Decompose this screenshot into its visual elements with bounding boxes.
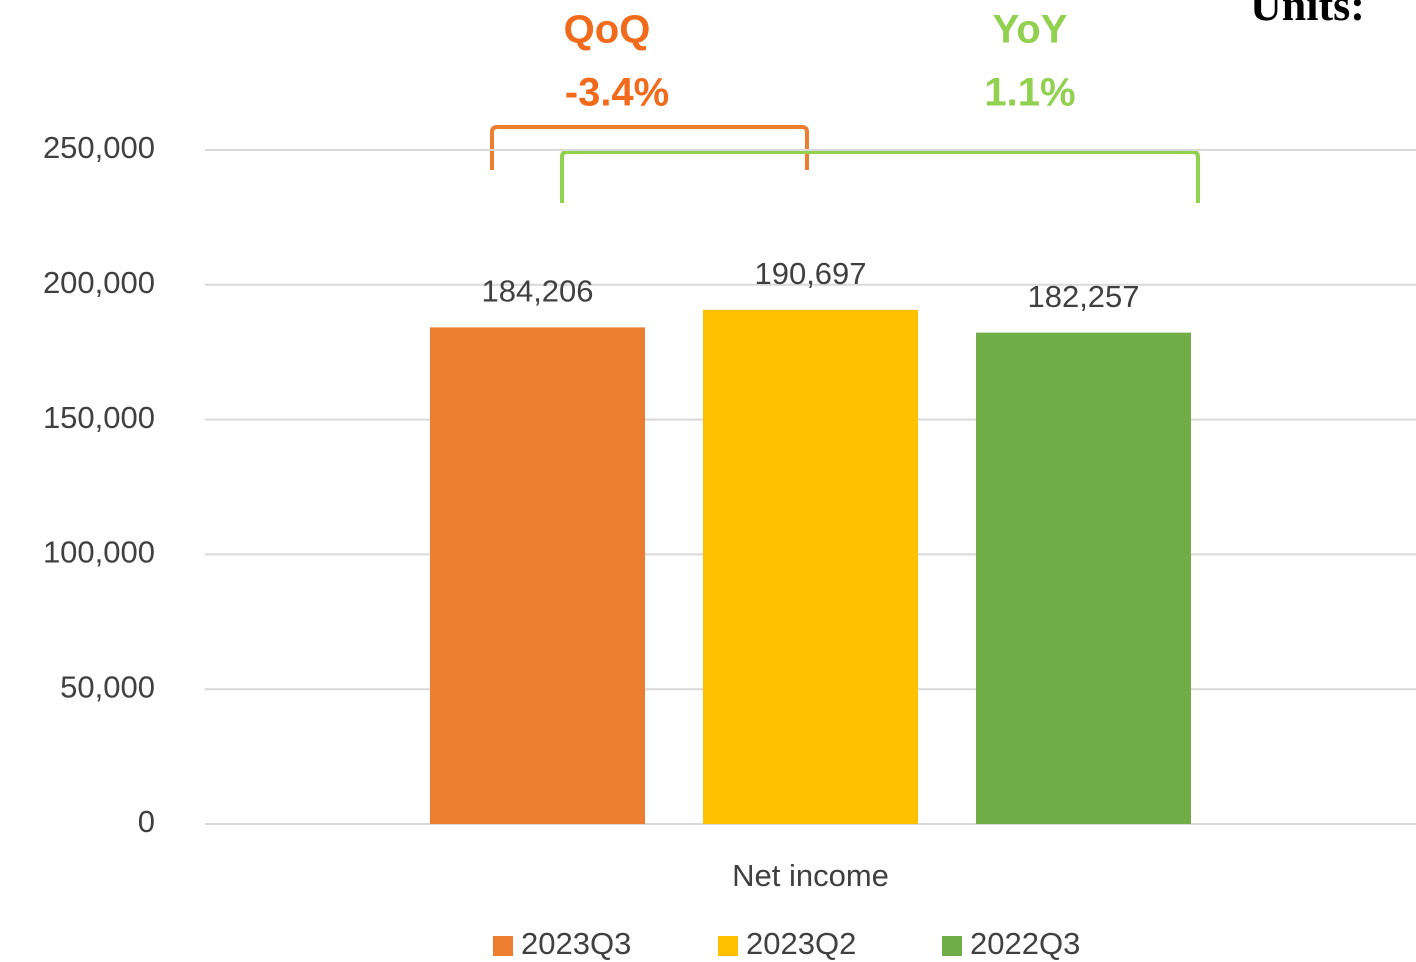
x-tick-label: Net income: [732, 858, 889, 893]
qoq-title: QoQ: [564, 8, 651, 52]
y-tick-label: 50,000: [60, 669, 155, 704]
bar: [430, 327, 645, 824]
legend-swatch: [718, 936, 738, 956]
yoy-value: 1.1%: [984, 71, 1075, 115]
y-tick-label: 150,000: [43, 400, 155, 435]
yoy-bracket: [560, 150, 1200, 203]
legend-swatch: [942, 936, 962, 956]
legend-label: 2023Q3: [521, 926, 631, 961]
legend-label: 2023Q2: [746, 926, 856, 961]
data-label: 182,257: [1027, 279, 1139, 314]
data-label: 184,206: [481, 274, 593, 309]
y-tick-label: 250,000: [43, 130, 155, 165]
qoq-value: -3.4%: [565, 71, 670, 115]
y-tick-label: 100,000: [43, 535, 155, 570]
bar: [976, 332, 1191, 824]
legend-swatch: [493, 936, 513, 956]
y-tick-label: 0: [138, 804, 155, 839]
data-label: 190,697: [754, 256, 866, 291]
units-label: Units:: [1250, 0, 1365, 30]
yoy-title: YoY: [993, 8, 1068, 52]
y-tick-label: 200,000: [43, 265, 155, 300]
qoq-bracket: [490, 125, 809, 170]
bar: [703, 309, 918, 825]
legend-label: 2022Q3: [970, 926, 1080, 961]
